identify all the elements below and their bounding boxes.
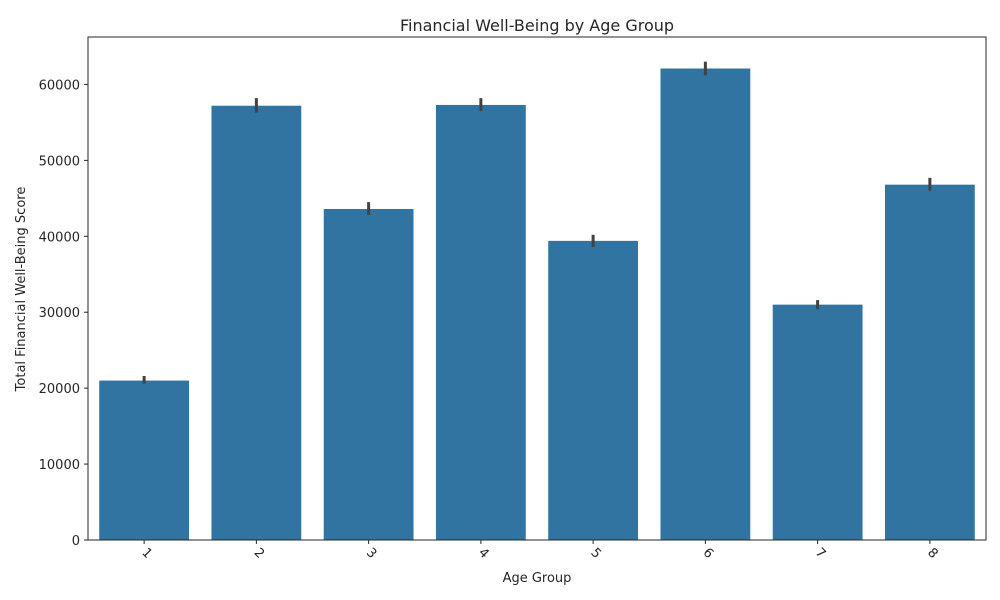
y-tick-label-20000: 20000	[39, 382, 80, 397]
x-axis: 1 2 3 4 5 6 7 8	[138, 540, 941, 562]
y-tick-label-0: 0	[72, 534, 80, 549]
x-tick-label-3: 3	[363, 545, 379, 561]
x-tick-label-2: 2	[251, 545, 267, 561]
x-tick-label-7: 7	[812, 545, 828, 561]
bar-5	[548, 240, 639, 540]
x-tick-label-6: 6	[700, 545, 716, 561]
x-axis-title: Age Group	[503, 571, 572, 586]
bar-8	[884, 184, 975, 540]
bar-7	[772, 304, 863, 540]
plot-frame	[87, 36, 987, 541]
y-tick-label-10000: 10000	[39, 458, 80, 473]
bar-1	[99, 380, 190, 540]
y-tick-label-30000: 30000	[39, 306, 80, 321]
y-tick-label-50000: 50000	[39, 154, 80, 169]
x-tick-label-8: 8	[924, 545, 940, 561]
chart-title: Financial Well-Being by Age Group	[400, 16, 674, 35]
x-tick-label-4: 4	[475, 545, 491, 561]
errorbars-group	[142, 61, 932, 384]
y-axis: 0 10000 20000 30000 40000 50000 60000	[39, 78, 88, 549]
x-tick-label-1: 1	[138, 545, 154, 561]
bar-2	[211, 105, 302, 540]
y-tick-label-60000: 60000	[39, 78, 80, 93]
y-axis-title: Total Financial Well-Being Score	[14, 187, 29, 393]
bars-group	[99, 68, 975, 541]
y-tick-label-40000: 40000	[39, 230, 80, 245]
bar-3	[323, 208, 414, 540]
bar-6	[660, 68, 751, 541]
x-tick-label-5: 5	[587, 545, 603, 561]
bar-4	[435, 104, 526, 540]
